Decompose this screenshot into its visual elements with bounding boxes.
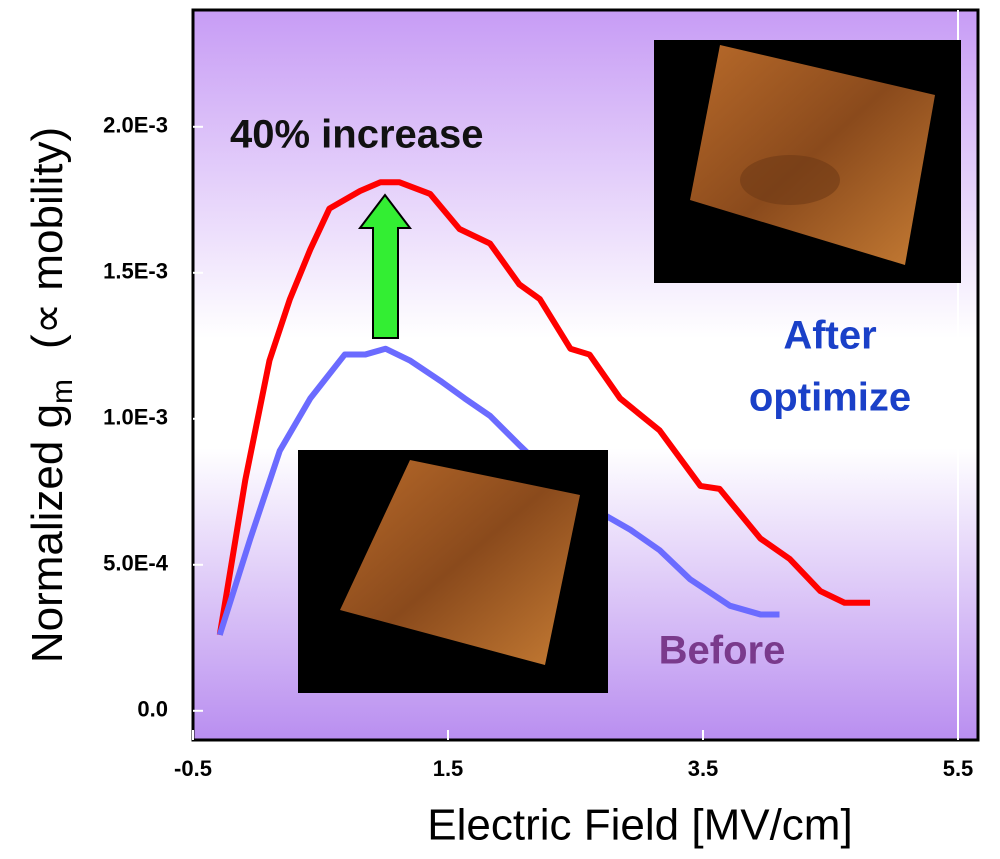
y-tick-label: 2.0E-3 bbox=[103, 113, 168, 138]
x-tick-label: 1.5 bbox=[433, 756, 464, 781]
x-tick-label: 5.5 bbox=[943, 756, 974, 781]
annotation: 40% increase bbox=[230, 113, 484, 157]
annotation: After bbox=[783, 314, 876, 358]
y-axis-label-sub: m bbox=[46, 379, 79, 404]
chart: 40% increase After optimize Before Elect… bbox=[0, 0, 1000, 859]
x-axis-label: Electric Field [MV/cm] bbox=[427, 801, 852, 850]
afm-image-before bbox=[298, 450, 608, 693]
x-tick-label: 3.5 bbox=[688, 756, 719, 781]
y-tick-label: 1.0E-3 bbox=[103, 405, 168, 430]
y-axis-label-main: Normalized g bbox=[23, 404, 72, 663]
annotation: optimize bbox=[749, 376, 911, 420]
afm-image-after bbox=[654, 40, 961, 283]
page: {"chart_data": {"type": "line", "ylabel"… bbox=[0, 0, 1000, 859]
annotation: Before bbox=[659, 629, 786, 673]
y-tick-label: 1.5E-3 bbox=[103, 259, 168, 284]
y-axis-label-note: (∝ mobility) bbox=[23, 127, 72, 349]
y-tick-label: 5.0E-4 bbox=[103, 551, 169, 576]
x-tick-label: -0.5 bbox=[174, 756, 212, 781]
y-tick-label: 0.0 bbox=[137, 697, 168, 722]
y-axis-label: Normalized gm (∝ mobility) bbox=[23, 127, 79, 663]
